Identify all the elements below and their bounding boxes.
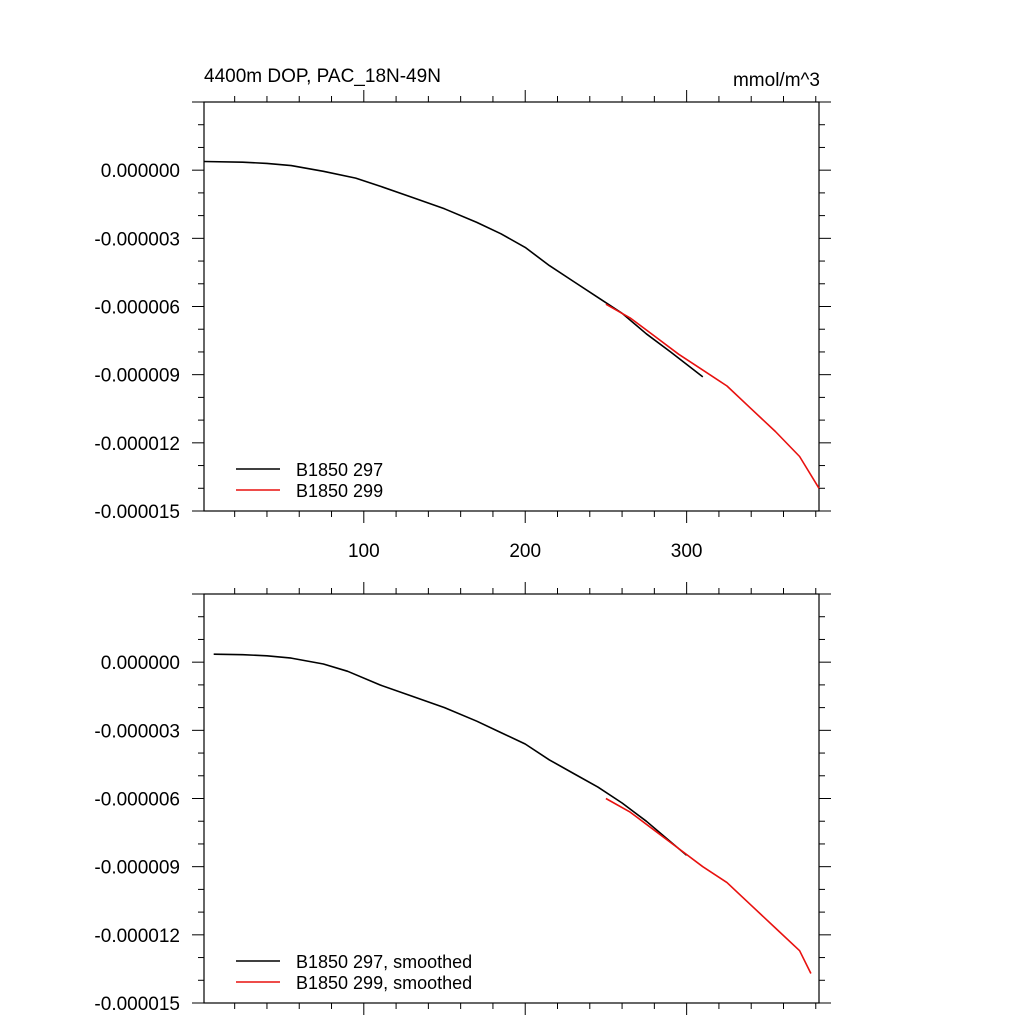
- y-tick-label: 0.000000: [101, 161, 180, 182]
- series-line: [213, 653, 688, 856]
- y-tick-label: -0.000006: [94, 790, 180, 811]
- series-line: [203, 160, 704, 378]
- legend-label: B1850 299: [296, 481, 383, 501]
- y-tick-label: -0.000012: [94, 926, 180, 947]
- plot-frame: [203, 593, 820, 1004]
- y-tick-label: -0.000003: [94, 229, 180, 250]
- y-tick-label: -0.000009: [94, 858, 180, 879]
- y-tick-label: -0.000012: [94, 434, 180, 455]
- plot-frame: [203, 101, 820, 512]
- y-tick-label: -0.000006: [94, 298, 180, 319]
- units-label: mmol/m^3: [733, 70, 820, 91]
- legend-label: B1850 297: [296, 460, 383, 480]
- legend-label: B1850 297, smoothed: [296, 952, 472, 972]
- y-tick-label: -0.000015: [94, 994, 180, 1015]
- y-tick-label: 0.000000: [101, 653, 180, 674]
- x-tick-label: 200: [509, 541, 541, 562]
- top-panel: 0.000000 -0.000003 -0.000006 -0.000009 -0.00…: [94, 90, 831, 562]
- chart-title: 4400m DOP, PAC_18N-49N: [204, 66, 441, 87]
- y-tick-label: -0.000003: [94, 721, 180, 742]
- series-line: [605, 797, 812, 974]
- x-tick-label: 300: [671, 541, 703, 562]
- y-tick-label: -0.000015: [94, 502, 180, 523]
- series-line: [605, 303, 820, 489]
- legend-label: B1850 299, smoothed: [296, 973, 472, 993]
- bottom-panel: 0.000000 -0.000003 -0.000006 -0.000009 -0.00…: [94, 582, 831, 1015]
- x-tick-label: 100: [348, 541, 380, 562]
- y-tick-label: -0.000009: [94, 366, 180, 387]
